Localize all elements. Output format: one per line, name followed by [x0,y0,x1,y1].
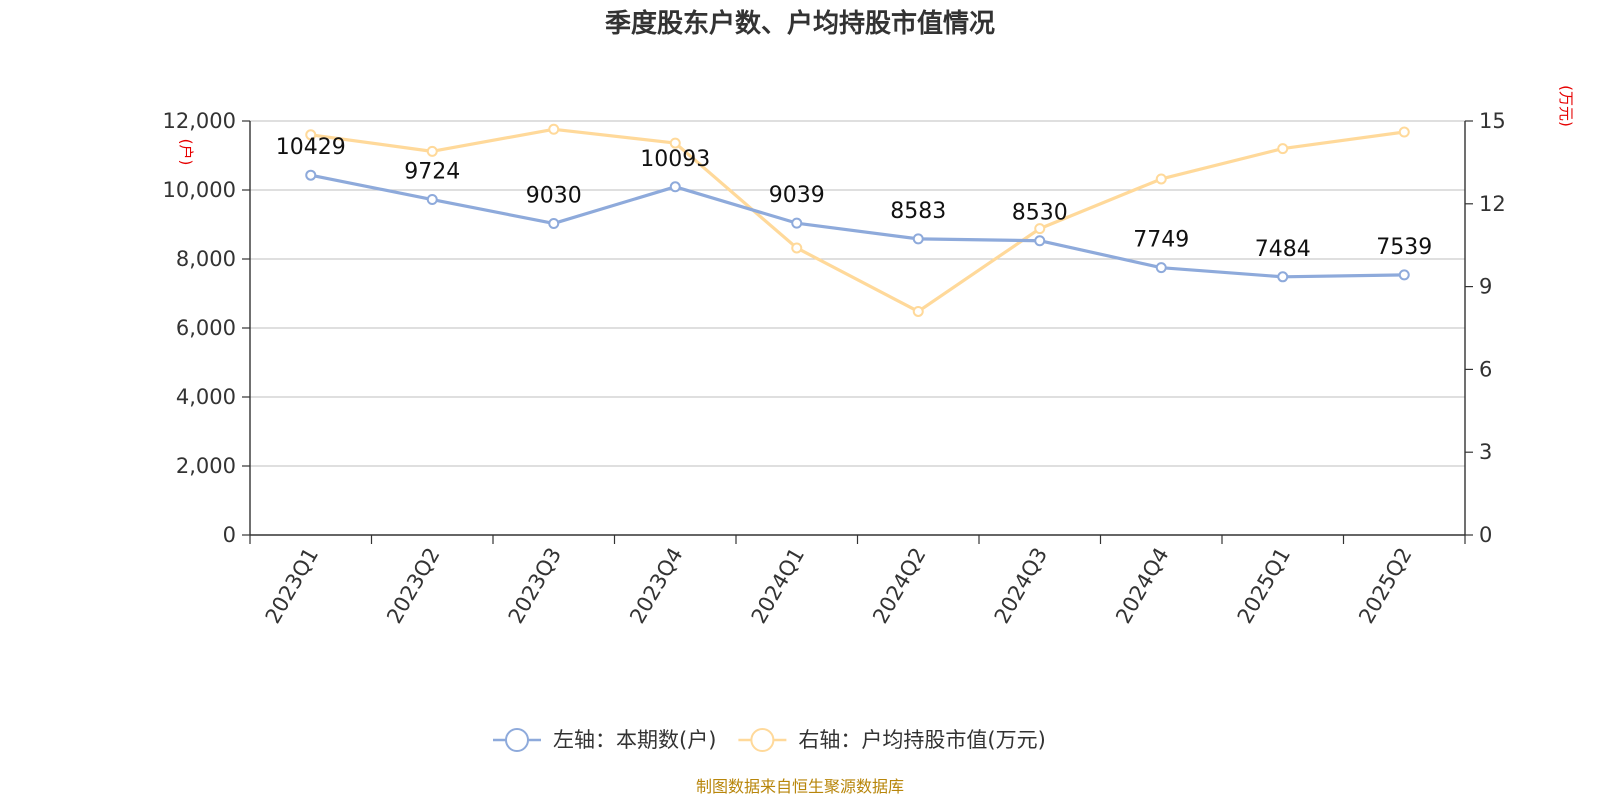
legend-label: 右轴：户均持股市值(万元) [798,728,1045,752]
data-point-left [1277,271,1289,283]
left-tick-label: 10,000 [163,178,236,202]
data-point-right [1155,173,1167,185]
data-label: 10093 [640,147,710,172]
right-tick-label: 0 [1479,523,1492,547]
chart-title: 季度股东户数、户均持股市值情况 [605,8,995,39]
data-point-right [426,145,438,157]
series-line-left [309,173,1406,279]
data-point-right [1034,223,1046,235]
left-tick-label: 12,000 [163,109,236,133]
x-tick-label: 2023Q3 [504,544,566,628]
data-point-left [548,217,560,229]
x-tick-label: 2023Q1 [261,544,323,628]
left-tick-label: 4,000 [176,385,236,409]
data-point-left [669,181,681,193]
x-tick-label: 2025Q1 [1233,544,1295,628]
data-point-left [305,169,317,181]
x-tick-label: 2023Q2 [382,544,444,628]
data-point-left [426,194,438,206]
data-label: 8530 [1012,201,1068,226]
legend-marker [750,728,775,752]
x-tick-label: 2024Q4 [1111,544,1173,628]
left-tick-label: 0 [223,523,236,547]
source-note: 制图数据来自恒生聚源数据库 [696,777,904,796]
left-tick-label: 8,000 [176,247,236,271]
data-point-right [305,129,317,141]
data-label: 9030 [526,183,582,208]
series-lines [305,123,1410,317]
data-point-left [1398,269,1410,281]
right-tick-label: 6 [1479,357,1492,381]
data-label: 9724 [404,160,460,185]
data-label: 7539 [1376,235,1432,260]
data-point-left [791,217,803,229]
right-tick-label: 15 [1479,109,1506,133]
data-label: 9039 [769,183,825,208]
data-label: 7749 [1133,228,1189,253]
data-point-left [1034,235,1046,247]
legend[interactable]: 左轴：本期数(户) 右轴：户均持股市值(万元) [493,728,1046,752]
right-axis-unit: (万元) [1557,85,1575,127]
right-tick-label: 9 [1479,275,1492,299]
data-point-right [669,137,681,149]
data-point-right [912,305,924,317]
legend-marker [505,728,529,752]
data-point-left [1155,262,1167,274]
data-point-left [912,233,924,245]
data-label: 8583 [890,199,946,224]
axes: 0 2,000 4,000 6,000 8,000 10,000 12,000 0 3 6 9 12 1… [163,85,1575,628]
x-tick-label: 2025Q2 [1354,544,1416,628]
series-line-right [309,127,1406,314]
x-tick-label: 2023Q4 [625,544,687,628]
x-tick-label: 2024Q1 [747,544,809,628]
data-label: 7484 [1255,237,1311,262]
data-labels: 10429 9724 9030 10093 9039 8583 8530 7749 7484 75… [276,135,1433,262]
data-label: 10429 [276,135,346,160]
legend-label: 左轴：本期数(户) [553,728,716,752]
gridlines [250,120,1465,467]
data-point-right [1398,126,1410,138]
x-tick-label: 2024Q2 [868,544,930,628]
right-tick-label: 3 [1479,440,1492,464]
data-point-right [791,242,803,254]
data-point-right [548,123,560,135]
left-tick-label: 6,000 [176,316,236,340]
data-point-right [1277,143,1289,155]
left-axis-unit: (户) [177,139,195,166]
right-tick-label: 12 [1479,192,1506,216]
left-tick-label: 2,000 [176,454,236,478]
x-tick-label: 2024Q3 [990,544,1052,628]
